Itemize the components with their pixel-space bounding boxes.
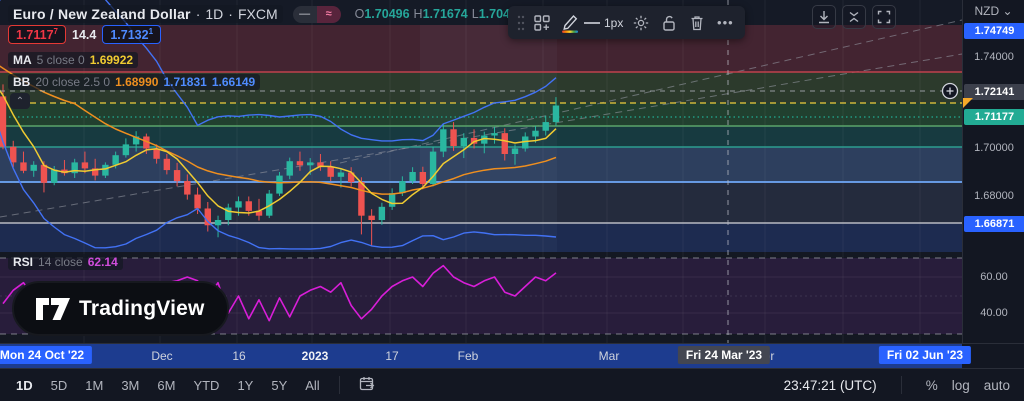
bb-indicator-row[interactable]: BB 20 close 2.5 0 1.68990 1.71831 1.6614… <box>8 74 261 90</box>
add-alert-plus-icon[interactable] <box>941 82 959 100</box>
symbol-legend-row[interactable]: Euro / New Zealand Dollar · 1D · FXCM — … <box>8 5 561 23</box>
drawing-toolbar: 1px ••• <box>508 6 746 39</box>
rsi-indicator-row[interactable]: RSI 14 close 62.14 <box>8 254 123 270</box>
ma-value: 1.69922 <box>89 53 134 67</box>
range-button-3m[interactable]: 3M <box>121 377 140 393</box>
horizontal-levels[interactable] <box>0 71 962 224</box>
vertical-gridlines <box>83 0 921 343</box>
time-axis[interactable]: 6 Dec 16 2023 17 Feb Mar 16 pr Mon 24 Oc… <box>0 343 1024 369</box>
clock-utc[interactable]: 23:47:21 (UTC) <box>783 377 877 393</box>
symbol-title[interactable]: Euro / New Zealand Dollar <box>13 6 191 22</box>
range-button-1m[interactable]: 1M <box>85 377 104 393</box>
collapse-pane-icon[interactable] <box>842 5 866 29</box>
price-zone-bands <box>0 25 962 334</box>
axis-label-crosshair: 1.72141 <box>964 84 1024 100</box>
range-button-1d[interactable]: 1D <box>16 377 33 393</box>
pane-collapse-button[interactable]: ⌃ <box>10 93 30 109</box>
auto-scale-button[interactable]: auto <box>983 377 1010 393</box>
axis-label-low: 1.66871 <box>964 216 1024 232</box>
price-tag-blue[interactable]: 1.71321 <box>102 25 162 45</box>
range-start-date-tag: Mon 24 Oct '22 <box>0 346 93 364</box>
rsi-value: 62.14 <box>87 255 118 269</box>
range-button-all[interactable]: All <box>305 377 320 393</box>
divider <box>338 376 340 394</box>
price-axis[interactable]: NZD ⌄ 1.74749 1.74000 1.72141 1.71177 1.… <box>962 0 1024 343</box>
trendline-channel[interactable] <box>0 19 962 218</box>
currency-dropdown[interactable]: NZD ⌄ <box>974 4 1013 18</box>
divider <box>900 376 902 394</box>
template-grid-icon[interactable] <box>528 10 556 36</box>
range-button-6m[interactable]: 6M <box>157 377 176 393</box>
bb-basis-value: 1.68990 <box>115 75 159 89</box>
price-tag-red[interactable]: 1.71177 <box>8 25 66 45</box>
crosshair-date-tag: Fri 24 Mar '23 <box>677 346 771 364</box>
exchange-label[interactable]: FXCM <box>237 6 278 22</box>
fullscreen-icon[interactable] <box>872 5 896 29</box>
tradingview-logo-text: TradingView <box>79 296 205 320</box>
download-snapshot-icon[interactable] <box>812 5 836 29</box>
pip-distance-value: 14.4 <box>72 27 97 42</box>
axis-tick: 1.74000 <box>974 51 1014 63</box>
crosshair <box>0 0 962 343</box>
chart-action-buttons <box>812 5 896 29</box>
delete-trash-icon[interactable] <box>683 10 711 36</box>
toolbar-drag-handle-icon[interactable] <box>514 10 528 36</box>
bb-upper-axis-marker-icon <box>963 98 973 108</box>
range-button-5d[interactable]: 5D <box>50 377 68 393</box>
time-axis-range-highlight <box>0 344 962 369</box>
range-button-5y[interactable]: 5Y <box>271 377 288 393</box>
axis-label-high: 1.74749 <box>964 23 1024 39</box>
chart-canvas[interactable] <box>0 0 962 343</box>
go-to-date-icon[interactable] <box>351 372 384 399</box>
axis-label-last-price: 1.71177 <box>964 109 1024 125</box>
interval-label[interactable]: 1D <box>205 6 224 22</box>
tradingview-logo-icon <box>36 297 70 320</box>
rsi-axis-tick: 40.00 <box>980 307 1008 319</box>
chart-pane[interactable]: Euro / New Zealand Dollar · 1D · FXCM — … <box>0 0 962 343</box>
axis-tick: 1.68000 <box>974 190 1014 202</box>
chevron-up-icon: ⌃ <box>15 95 25 107</box>
bottom-toolbar: 1D 5D 1M 3M 6M YTD 1Y 5Y All 23:47:21 (U… <box>0 368 1024 401</box>
color-pencil-icon[interactable] <box>556 10 584 36</box>
rsi-axis-tick: 60.00 <box>980 271 1008 283</box>
candles-layer <box>0 84 560 246</box>
hide-symbol-icon[interactable]: — <box>292 5 317 23</box>
ma-indicator-row[interactable]: MA 5 close 0 1.69922 <box>8 52 139 68</box>
settings-gear-icon[interactable] <box>627 10 655 36</box>
line-width-value: 1px <box>604 15 624 30</box>
unlock-icon[interactable] <box>655 10 683 36</box>
tradingview-logo[interactable]: TradingView <box>12 281 229 336</box>
indicator-overlays-layer <box>0 0 557 250</box>
range-button-1y[interactable]: 1Y <box>237 377 254 393</box>
bb-upper-value: 1.71831 <box>163 75 207 89</box>
approx-price-icon[interactable]: ≈ <box>316 5 341 23</box>
percent-scale-button[interactable]: % <box>925 377 938 393</box>
bb-lower-value: 1.66149 <box>211 75 256 89</box>
range-end-date-tag: Fri 02 Jun '23 <box>878 346 972 364</box>
more-options-icon[interactable]: ••• <box>717 15 734 30</box>
axis-tick: 1.70000 <box>974 142 1014 154</box>
price-range-tags-row: 1.71177 14.4 1.71321 <box>8 25 162 45</box>
line-width-button[interactable]: 1px <box>584 10 627 36</box>
log-scale-button[interactable]: log <box>951 377 970 393</box>
range-button-ytd[interactable]: YTD <box>193 377 220 393</box>
